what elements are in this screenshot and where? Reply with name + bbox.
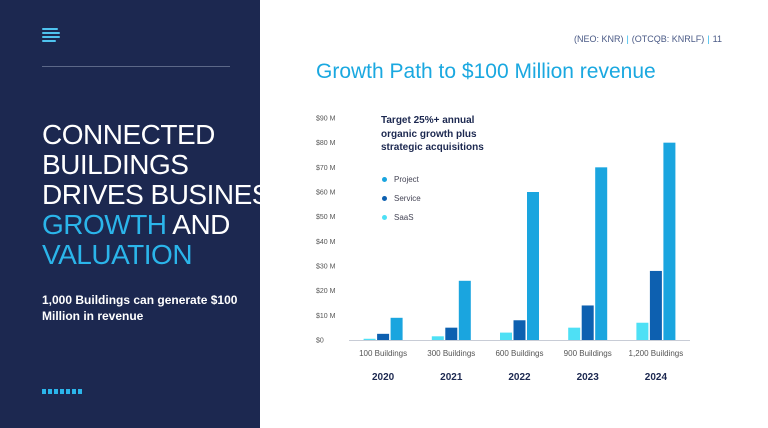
left-panel: CONNECTED BUILDINGS DRIVES BUSINESS GROW…	[0, 0, 289, 428]
y-tick-label: $50 M	[316, 214, 336, 221]
y-tick-label: $40 M	[316, 239, 336, 246]
headline-highlight: GROWTH	[42, 209, 167, 240]
ticker-otcqb: (OTCQB: KNRLF)	[631, 34, 705, 44]
bar-saas	[431, 336, 444, 340]
bar-service	[649, 270, 662, 340]
headline: CONNECTED BUILDINGS DRIVES BUSINESS GROW…	[42, 119, 289, 270]
bar-saas	[568, 327, 581, 340]
y-tick-label: $80 M	[316, 140, 336, 147]
bar-saas	[363, 338, 376, 340]
headline-line: GROWTH AND	[42, 210, 252, 240]
separator: |	[626, 34, 629, 44]
header-tickers: (NEO: KNR) | (OTCQB: KNRLF) | 11	[574, 34, 722, 44]
bar-service	[513, 320, 526, 340]
x-tick-label: 300 Buildings	[427, 349, 475, 358]
y-tick-label: $10 M	[316, 313, 336, 320]
legend-item: Project	[382, 170, 421, 189]
legend-swatch	[382, 215, 387, 220]
headline-highlight: VALUATION	[42, 239, 193, 270]
y-tick-label: $0	[316, 338, 324, 345]
y-tick-label: $90 M	[316, 116, 336, 123]
y-tick-label: $60 M	[316, 190, 336, 197]
legend-swatch	[382, 177, 387, 182]
bar-project	[390, 317, 403, 340]
legend-item: Service	[382, 189, 421, 208]
chart-legend: Project Service SaaS	[382, 170, 421, 227]
page-number: 11	[712, 34, 722, 44]
headline-line: BUILDINGS	[42, 149, 189, 180]
chart-annotation: Target 25%+ annual organic growth plus s…	[381, 115, 484, 153]
x-category-label: 2023	[577, 372, 600, 383]
ticker-neo: (NEO: KNR)	[573, 34, 624, 44]
legend-swatch	[382, 196, 387, 201]
bar-project	[527, 192, 539, 340]
x-category-label: 2021	[440, 372, 463, 383]
x-tick-label: 100 Buildings	[359, 349, 407, 358]
bar-project	[595, 167, 608, 340]
legend-label: Project	[394, 175, 419, 184]
bar-service	[445, 327, 458, 340]
headline-line: CONNECTED	[42, 119, 215, 150]
bar-service	[581, 305, 594, 340]
x-tick-label: 900 Buildings	[564, 349, 612, 358]
x-tick-label: 600 Buildings	[495, 349, 543, 358]
y-tick-label: $20 M	[316, 288, 336, 295]
divider	[42, 66, 230, 67]
headline-line: DRIVES BUSINESS	[42, 179, 289, 210]
bar-project	[458, 280, 471, 340]
subtext: 1,000 Buildings can generate $100 Millio…	[42, 293, 238, 323]
y-tick-label: $30 M	[316, 264, 336, 271]
x-tick-label: 1,200 Buildings	[629, 349, 684, 358]
legend-label: SaaS	[394, 213, 414, 222]
legend-label: Service	[394, 194, 421, 203]
x-category-label: 2020	[372, 372, 395, 383]
separator: |	[707, 34, 710, 44]
company-logo-icon	[42, 28, 60, 42]
x-category-label: 2024	[645, 372, 668, 383]
chart-title: Growth Path to $100 Million revenue	[316, 60, 656, 83]
bar-project	[663, 142, 676, 340]
bar-saas	[500, 332, 512, 340]
headline-rest: AND	[166, 209, 230, 240]
legend-item: SaaS	[382, 208, 421, 227]
y-tick-label: $70 M	[316, 165, 336, 172]
decorative-bar	[42, 389, 82, 394]
bar-saas	[636, 322, 649, 340]
bar-service	[377, 333, 390, 340]
x-category-label: 2022	[508, 372, 531, 383]
